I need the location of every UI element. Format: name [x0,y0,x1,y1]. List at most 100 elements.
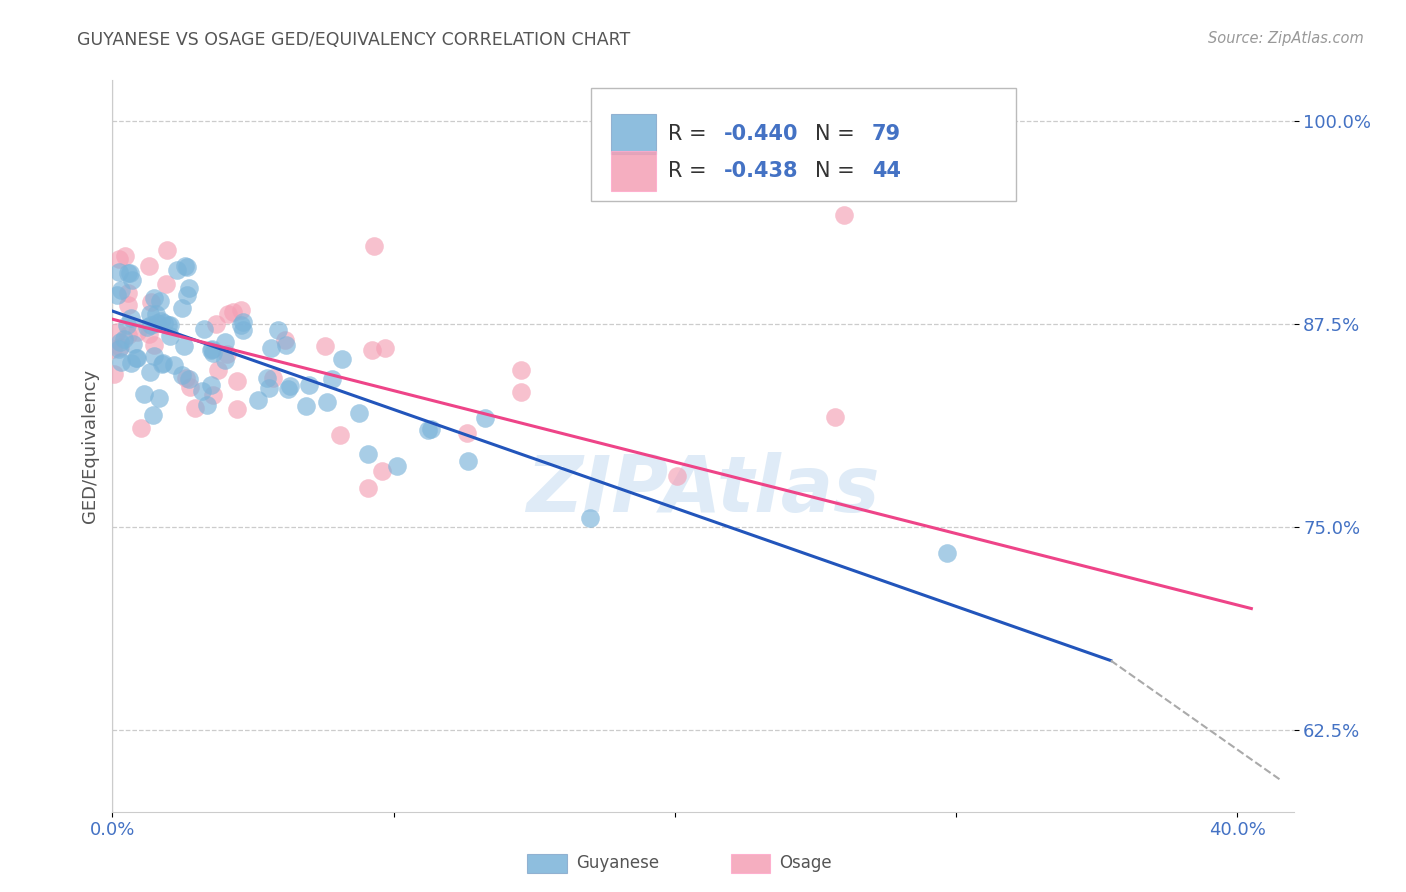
Point [247,393,270,408]
Point [166,263,188,277]
Point [176,260,198,274]
Point [129,421,152,435]
Point [361,343,384,357]
Text: -0.440: -0.440 [724,124,799,144]
Point [173,339,195,353]
FancyBboxPatch shape [591,87,1017,201]
Point [156,318,179,333]
Point [329,428,352,442]
Point [110,355,132,369]
Point [321,372,343,386]
Point [136,320,159,334]
Point [125,351,148,365]
Point [108,335,131,350]
Point [139,307,162,321]
Point [201,346,224,360]
Point [225,374,247,388]
Point [108,252,131,266]
Point [105,287,128,301]
Point [121,311,143,326]
Text: 79: 79 [872,124,901,144]
Point [222,305,245,319]
Point [510,363,533,377]
Point [114,249,136,263]
Point [936,546,959,560]
Point [159,328,181,343]
Point [174,370,197,384]
Point [122,337,145,351]
Point [115,318,138,332]
Point [163,358,186,372]
Text: N =: N = [815,124,862,144]
Point [231,314,253,328]
Point [108,265,131,279]
Point [374,342,396,356]
Point [142,349,165,363]
Point [156,243,179,257]
Point [125,351,148,366]
Point [274,333,297,347]
Point [117,298,139,312]
Point [176,287,198,301]
Point [416,423,439,437]
Point [419,422,441,436]
Text: -0.438: -0.438 [724,161,799,181]
Point [177,281,200,295]
Point [832,208,855,222]
Point [231,303,253,318]
Point [177,372,200,386]
Point [193,322,215,336]
Point [257,381,280,395]
Text: ZIPAtlas: ZIPAtlas [526,452,880,528]
Point [200,343,222,358]
Point [110,283,132,297]
Text: GUYANESE VS OSAGE GED/EQUIVALENCY CORRELATION CHART: GUYANESE VS OSAGE GED/EQUIVALENCY CORREL… [77,31,630,49]
Point [108,340,131,354]
Point [148,391,170,405]
Point [278,378,301,392]
Text: Osage: Osage [779,855,831,872]
Point [387,459,409,474]
Point [217,347,239,361]
Point [183,401,205,415]
Point [456,425,478,440]
Point [117,328,139,343]
Point [138,365,160,379]
Text: 44: 44 [872,161,901,181]
Point [150,314,173,328]
Text: R =: R = [668,161,713,181]
Point [146,316,169,330]
Point [276,337,298,351]
Point [314,339,336,353]
Point [295,399,318,413]
Point [138,259,160,273]
Text: Guyanese: Guyanese [576,855,659,872]
FancyBboxPatch shape [610,113,655,153]
Point [191,384,214,398]
Point [226,402,249,417]
Point [173,259,195,273]
FancyBboxPatch shape [610,151,655,191]
Point [149,293,172,308]
Point [200,378,222,392]
Point [201,342,224,356]
Point [316,395,339,409]
Point [231,318,253,333]
Point [112,332,135,346]
Point [139,318,162,332]
Point [824,409,846,424]
Point [214,335,236,350]
Text: N =: N = [815,161,862,181]
Point [363,238,385,252]
Point [155,277,177,291]
Point [152,355,174,369]
Point [179,379,201,393]
Point [217,307,239,321]
Point [121,273,143,287]
Y-axis label: GED/Equivalency: GED/Equivalency [80,369,98,523]
Point [457,454,479,468]
Point [205,318,228,332]
Point [152,316,174,330]
Point [260,341,283,355]
Point [474,410,496,425]
